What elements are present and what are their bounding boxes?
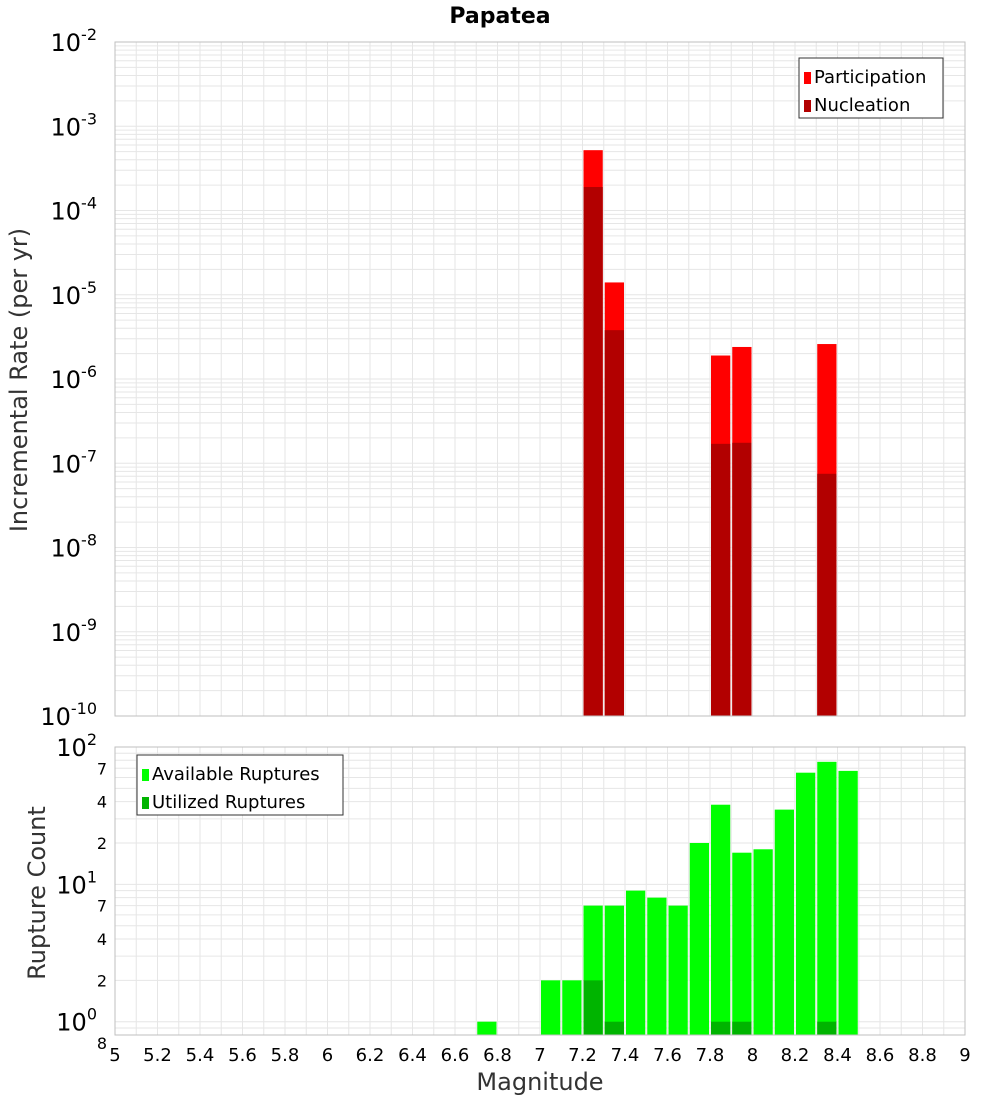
- nucleation-bar: [604, 330, 624, 716]
- utilized-ruptures-bar: [732, 1021, 752, 1035]
- available-ruptures-bar: [838, 770, 858, 1035]
- y-tick-label: 101: [56, 867, 97, 899]
- legend-swatch: [804, 72, 811, 84]
- plot-border: [114, 746, 966, 1036]
- nucleation-bar: [711, 443, 731, 716]
- y-tick-label: 10-10: [40, 699, 97, 731]
- legend-label: Utilized Ruptures: [152, 792, 305, 813]
- x-tick-label: 5.4: [186, 1045, 215, 1066]
- y-tick-label: 10-4: [51, 194, 98, 226]
- available-ruptures-bar: [626, 890, 646, 1035]
- x-tick-label: 6: [322, 1045, 333, 1066]
- x-tick-label: 5: [109, 1045, 120, 1066]
- available-ruptures-bar: [604, 905, 624, 1035]
- y-minor-tick-label: 7: [97, 897, 107, 916]
- legend: Participation Nucleation: [798, 57, 944, 119]
- x-tick-label: 8.8: [908, 1045, 937, 1066]
- x-tick-label: 5.6: [228, 1045, 257, 1066]
- y-minor-tick-label: 8: [97, 1034, 107, 1053]
- utilized-ruptures-bar: [817, 1021, 837, 1035]
- x-tick-label: 7.2: [568, 1045, 597, 1066]
- legend-label: Nucleation: [814, 95, 910, 116]
- legend-box: [136, 754, 344, 816]
- x-tick-label: 8.4: [823, 1045, 852, 1066]
- legend-swatch: [142, 769, 149, 781]
- y-tick-label: 10-6: [51, 362, 98, 394]
- x-tick-label: 8.2: [781, 1045, 810, 1066]
- x-tick-label: 6.4: [398, 1045, 427, 1066]
- plot-border: [114, 41, 966, 717]
- x-tick-label: 7: [534, 1045, 545, 1066]
- y-tick-label: 10-3: [51, 109, 98, 141]
- y-axis-label-rate: Incremental Rate (per yr): [5, 228, 33, 532]
- y-minor-tick-label: 4: [97, 793, 107, 812]
- y-minor-tick-label: 2: [97, 971, 107, 990]
- x-tick-label: 6.8: [483, 1045, 512, 1066]
- legend-label: Participation: [814, 67, 926, 88]
- x-tick-label: 5.8: [271, 1045, 300, 1066]
- utilized-ruptures-bar: [604, 1021, 624, 1035]
- y-tick-label: 100: [56, 1005, 97, 1037]
- bars: [583, 150, 837, 717]
- available-ruptures-bar: [668, 905, 688, 1035]
- available-ruptures-bar: [541, 980, 561, 1035]
- available-ruptures-bar: [689, 843, 709, 1035]
- y-axis-label-count: Rupture Count: [23, 806, 51, 980]
- nucleation-bar: [583, 187, 603, 716]
- legend-label: Available Ruptures: [152, 764, 320, 785]
- available-ruptures-bar: [732, 852, 752, 1035]
- y-tick-label: 10-8: [51, 531, 98, 563]
- available-ruptures-bar: [477, 1021, 497, 1035]
- nucleation-bar: [817, 473, 837, 716]
- available-ruptures-bar: [562, 980, 582, 1035]
- x-axis-label: Magnitude: [476, 1068, 603, 1096]
- bottom-panel-count-chart: 100 101 102 8 2 4 7 2 4 7 5 5.2 5.4 5.6 5.8 6 6.2 6.4 6.6 6…: [56, 730, 970, 1066]
- y-minor-tick-label: 2: [97, 834, 107, 853]
- x-tick-label: 5.2: [143, 1045, 172, 1066]
- grid: [114, 42, 966, 717]
- y-tick-label: 102: [56, 730, 97, 762]
- legend-swatch: [142, 797, 149, 809]
- y-minor-tick-label: 7: [97, 759, 107, 778]
- legend-box: [798, 57, 944, 119]
- utilized-ruptures-bar: [583, 980, 603, 1035]
- available-ruptures-bar: [711, 804, 731, 1035]
- top-panel-rate-chart: 10-10 10-9 10-8 10-7 10-6 10-5 10-4 10-3 10-2 Par…: [40, 25, 966, 731]
- y-minor-tick-label: 4: [97, 930, 107, 949]
- y-tick-label: 10-5: [51, 278, 98, 310]
- x-tick-label: 7.4: [611, 1045, 640, 1066]
- legend: Available Ruptures Utilized Ruptures: [136, 754, 344, 816]
- nucleation-bar: [732, 442, 752, 716]
- x-tick-label: 8.6: [866, 1045, 895, 1066]
- y-tick-label: 10-9: [51, 615, 98, 647]
- bars: [477, 761, 858, 1035]
- y-tick-label: 10-2: [51, 25, 98, 57]
- available-ruptures-bar: [796, 772, 816, 1035]
- x-tick-label: 7.6: [653, 1045, 682, 1066]
- x-tick-label: 7.8: [696, 1045, 725, 1066]
- available-ruptures-bar: [774, 809, 794, 1035]
- available-ruptures-bar: [817, 761, 837, 1035]
- available-ruptures-bar: [753, 849, 773, 1035]
- x-tick-label: 6.6: [441, 1045, 470, 1066]
- legend-swatch: [804, 100, 811, 112]
- chart-title: Papatea: [449, 4, 550, 29]
- utilized-ruptures-bar: [711, 1021, 731, 1035]
- x-tick-label: 6.2: [356, 1045, 385, 1066]
- available-ruptures-bar: [647, 897, 667, 1035]
- x-tick-label: 9: [959, 1045, 970, 1066]
- x-tick-label: 8: [747, 1045, 758, 1066]
- y-tick-label: 10-7: [51, 446, 98, 478]
